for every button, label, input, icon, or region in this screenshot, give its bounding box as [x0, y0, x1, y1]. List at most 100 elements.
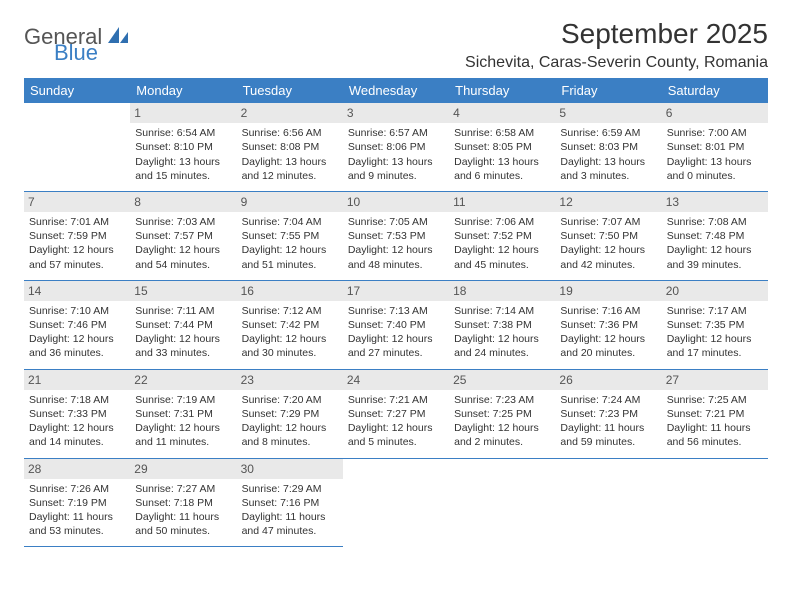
- calendar-day-cell: [662, 458, 768, 547]
- day-info-line: Daylight: 12 hours: [242, 421, 338, 435]
- day-info-line: Daylight: 12 hours: [135, 243, 231, 257]
- day-info-line: Daylight: 13 hours: [348, 155, 444, 169]
- day-number: 29: [130, 459, 236, 479]
- day-info-line: and 8 minutes.: [242, 435, 338, 449]
- day-info-line: Sunrise: 7:04 AM: [242, 215, 338, 229]
- day-info-line: Sunrise: 7:03 AM: [135, 215, 231, 229]
- day-info-line: Sunset: 7:16 PM: [242, 496, 338, 510]
- day-number: 15: [130, 281, 236, 301]
- day-number: 18: [449, 281, 555, 301]
- day-info-line: Sunrise: 7:25 AM: [667, 393, 763, 407]
- day-info-line: and 33 minutes.: [135, 346, 231, 360]
- calendar-day-cell: [24, 103, 130, 191]
- calendar-day-cell: 2Sunrise: 6:56 AMSunset: 8:08 PMDaylight…: [237, 103, 343, 191]
- day-info-line: Daylight: 12 hours: [454, 421, 550, 435]
- day-number: 7: [24, 192, 130, 212]
- weekday-header: Monday: [130, 78, 236, 103]
- day-info-line: Sunset: 7:52 PM: [454, 229, 550, 243]
- day-info-line: Daylight: 13 hours: [667, 155, 763, 169]
- calendar-day-cell: 11Sunrise: 7:06 AMSunset: 7:52 PMDayligh…: [449, 191, 555, 280]
- day-info-line: Sunrise: 7:12 AM: [242, 304, 338, 318]
- day-info-line: Sunset: 7:57 PM: [135, 229, 231, 243]
- day-info-line: Sunset: 7:36 PM: [560, 318, 656, 332]
- day-number: 8: [130, 192, 236, 212]
- day-info-line: Daylight: 13 hours: [135, 155, 231, 169]
- day-info-line: Sunrise: 7:16 AM: [560, 304, 656, 318]
- calendar-day-cell: 6 Sunrise: 7:00 AMSunset: 8:01 PMDaylight…: [662, 103, 768, 191]
- day-info-line: Daylight: 12 hours: [29, 243, 125, 257]
- day-number: 26: [555, 370, 661, 390]
- calendar-day-cell: [449, 458, 555, 547]
- location-subtitle: Sichevita, Caras-Severin County, Romania: [465, 54, 768, 72]
- logo-text-blue: Blue: [54, 42, 129, 64]
- calendar-day-cell: 25Sunrise: 7:23 AMSunset: 7:25 PMDayligh…: [449, 369, 555, 458]
- day-info-line: Sunset: 7:59 PM: [29, 229, 125, 243]
- day-info-line: Sunrise: 7:13 AM: [348, 304, 444, 318]
- calendar-day-cell: 10Sunrise: 7:05 AMSunset: 7:53 PMDayligh…: [343, 191, 449, 280]
- day-info-line: and 20 minutes.: [560, 346, 656, 360]
- day-number: 3: [343, 103, 449, 123]
- day-info-line: and 3 minutes.: [560, 169, 656, 183]
- calendar-day-cell: 27Sunrise: 7:25 AMSunset: 7:21 PMDayligh…: [662, 369, 768, 458]
- header: General Blue September 2025 Sichevita, C…: [24, 18, 768, 72]
- day-number: 9: [237, 192, 343, 212]
- calendar-day-cell: 8 Sunrise: 7:03 AMSunset: 7:57 PMDaylight…: [130, 191, 236, 280]
- calendar-day-cell: 21 Sunrise: 7:18 AMSunset: 7:33 PMDayligh…: [24, 369, 130, 458]
- calendar-day-cell: 13Sunrise: 7:08 AMSunset: 7:48 PMDayligh…: [662, 191, 768, 280]
- calendar-day-cell: 19Sunrise: 7:16 AMSunset: 7:36 PMDayligh…: [555, 280, 661, 369]
- day-info-line: Sunrise: 7:00 AM: [667, 126, 763, 140]
- day-info-line: Sunset: 7:38 PM: [454, 318, 550, 332]
- day-number: 23: [237, 370, 343, 390]
- day-number: 6: [662, 103, 768, 123]
- day-info-line: Sunset: 7:33 PM: [29, 407, 125, 421]
- day-info-line: Sunrise: 7:05 AM: [348, 215, 444, 229]
- day-number: 2: [237, 103, 343, 123]
- calendar-day-cell: 22Sunrise: 7:19 AMSunset: 7:31 PMDayligh…: [130, 369, 236, 458]
- calendar-week-row: 28Sunrise: 7:26 AMSunset: 7:19 PMDayligh…: [24, 458, 768, 547]
- day-info-line: Sunset: 7:27 PM: [348, 407, 444, 421]
- day-number: 25: [449, 370, 555, 390]
- day-info-line: Daylight: 12 hours: [29, 421, 125, 435]
- day-number: 21: [24, 370, 130, 390]
- day-info-line: Daylight: 12 hours: [29, 332, 125, 346]
- day-number: 28: [24, 459, 130, 479]
- day-number: 20: [662, 281, 768, 301]
- day-number: 10: [343, 192, 449, 212]
- day-info-line: Sunrise: 6:54 AM: [135, 126, 231, 140]
- day-info-line: Sunset: 7:42 PM: [242, 318, 338, 332]
- day-info-line: and 24 minutes.: [454, 346, 550, 360]
- day-info-line: and 51 minutes.: [242, 258, 338, 272]
- weekday-header: Saturday: [662, 78, 768, 103]
- day-info-line: and 2 minutes.: [454, 435, 550, 449]
- day-info-line: Daylight: 13 hours: [242, 155, 338, 169]
- day-info-line: Sunrise: 7:27 AM: [135, 482, 231, 496]
- month-title: September 2025: [465, 18, 768, 50]
- weekday-header: Sunday: [24, 78, 130, 103]
- day-info-line: Sunrise: 7:10 AM: [29, 304, 125, 318]
- calendar-week-row: 21Sunrise: 7:18 AMSunset: 7:33 PMDayligh…: [24, 369, 768, 458]
- calendar-day-cell: 5Sunrise: 6:59 AMSunset: 8:03 PMDaylight…: [555, 103, 661, 191]
- calendar-week-row: 14Sunrise: 7:10 AMSunset: 7:46 PMDayligh…: [24, 280, 768, 369]
- calendar-day-cell: 9Sunrise: 7:04 AMSunset: 7:55 PMDaylight…: [237, 191, 343, 280]
- day-info-line: Sunset: 8:06 PM: [348, 140, 444, 154]
- title-block: September 2025 Sichevita, Caras-Severin …: [465, 18, 768, 72]
- day-info-line: Sunrise: 7:07 AM: [560, 215, 656, 229]
- calendar-day-cell: 29Sunrise: 7:27 AMSunset: 7:18 PMDayligh…: [130, 458, 236, 547]
- calendar-day-cell: 23Sunrise: 7:20 AMSunset: 7:29 PMDayligh…: [237, 369, 343, 458]
- day-info-line: and 47 minutes.: [242, 524, 338, 538]
- day-info-line: Sunset: 7:40 PM: [348, 318, 444, 332]
- calendar-week-row: 1Sunrise: 6:54 AMSunset: 8:10 PMDaylight…: [24, 103, 768, 191]
- calendar-day-cell: 30Sunrise: 7:29 AMSunset: 7:16 PMDayligh…: [237, 458, 343, 547]
- day-info-line: Sunset: 8:01 PM: [667, 140, 763, 154]
- day-number: 11: [449, 192, 555, 212]
- day-info-line: Sunrise: 7:18 AM: [29, 393, 125, 407]
- day-info-line: and 36 minutes.: [29, 346, 125, 360]
- day-info-line: Sunrise: 6:57 AM: [348, 126, 444, 140]
- day-info-line: and 48 minutes.: [348, 258, 444, 272]
- calendar-day-cell: 14Sunrise: 7:10 AMSunset: 7:46 PMDayligh…: [24, 280, 130, 369]
- day-number: 17: [343, 281, 449, 301]
- day-info-line: Daylight: 12 hours: [667, 243, 763, 257]
- calendar-day-cell: 3 Sunrise: 6:57 AMSunset: 8:06 PMDaylight…: [343, 103, 449, 191]
- day-info-line: Daylight: 12 hours: [135, 332, 231, 346]
- day-number: 16: [237, 281, 343, 301]
